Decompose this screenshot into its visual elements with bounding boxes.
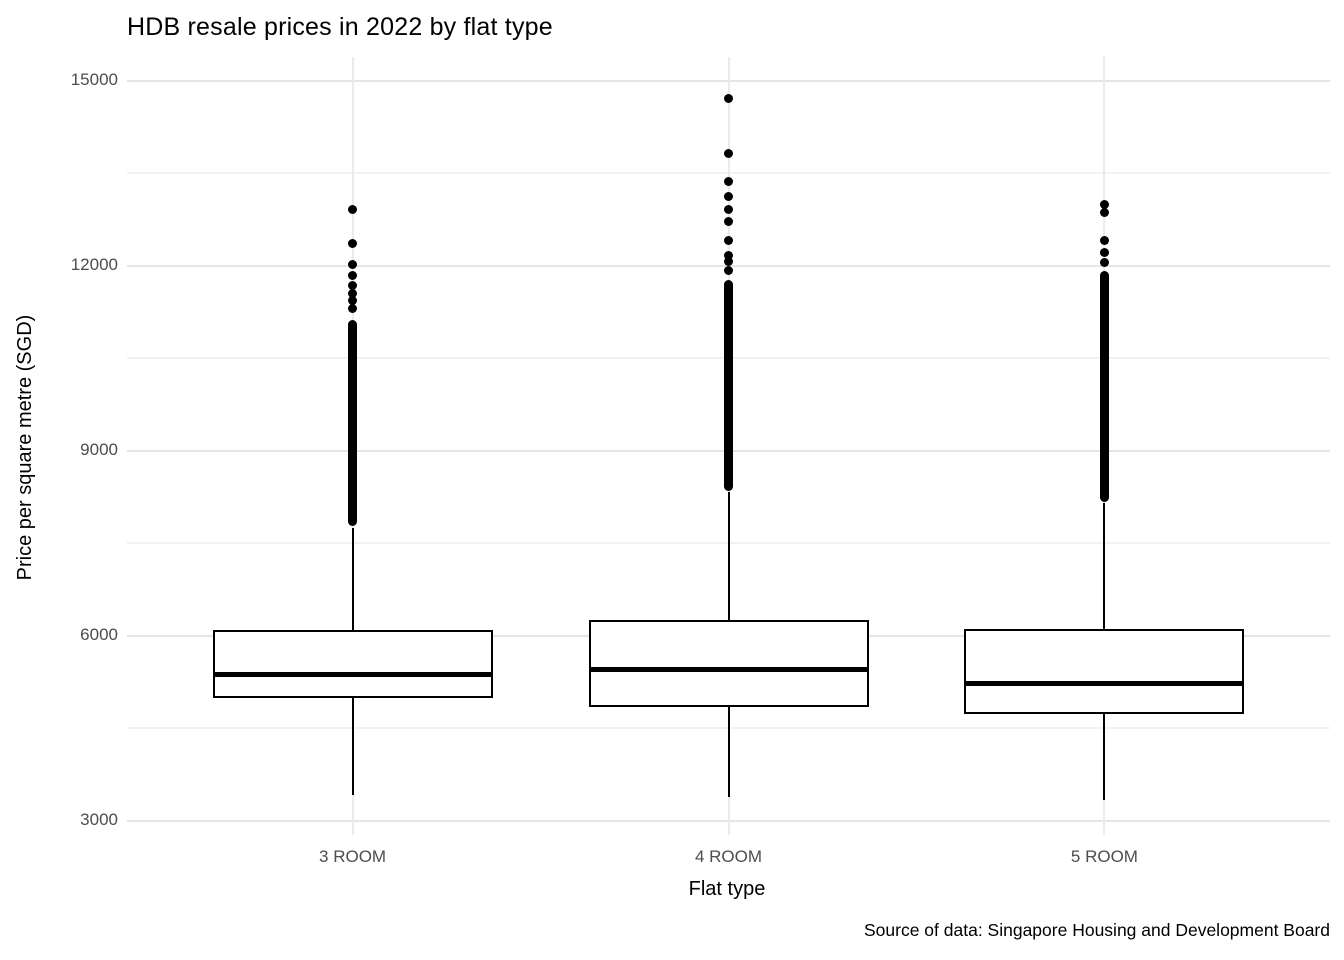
outlier-dot xyxy=(348,204,358,214)
outlier-dot xyxy=(724,266,733,276)
outlier-band-4-room xyxy=(724,280,733,491)
x-axis-title: Flat type xyxy=(688,878,766,900)
outlier-dot xyxy=(1099,200,1109,210)
y-tick-label: 15000 xyxy=(70,69,118,89)
y-tick-label: 9000 xyxy=(80,439,118,459)
outlier-dot xyxy=(348,270,358,280)
outlier-dot xyxy=(1099,235,1109,245)
y-tick-label: 3000 xyxy=(80,810,118,829)
median-3-room xyxy=(212,671,493,677)
outlier-dot xyxy=(724,149,733,159)
box-4-room xyxy=(588,620,869,708)
x-tick-label: 4 ROOM xyxy=(694,847,763,866)
x-tick-label: 3 ROOM xyxy=(319,847,387,866)
outlier-dot xyxy=(1099,247,1109,257)
source-caption: Source of data: Singapore Housing and De… xyxy=(864,920,1330,940)
outlier-dot xyxy=(724,192,733,202)
outlier-dot xyxy=(348,304,358,313)
box-5-room xyxy=(964,629,1245,715)
y-axis-title: Price per square metre (SGD) xyxy=(14,314,36,581)
outlier-dot xyxy=(348,280,358,290)
outlier-band-3-room xyxy=(348,320,358,527)
outlier-dot xyxy=(724,250,733,260)
outlier-band-5-room xyxy=(1099,270,1109,502)
outlier-dot xyxy=(724,204,733,214)
outlier-dot xyxy=(348,289,358,299)
box-3-room xyxy=(212,629,493,699)
plot-panel xyxy=(127,57,1330,835)
outlier-dot xyxy=(724,257,733,267)
outlier-dot xyxy=(724,235,733,245)
median-4-room xyxy=(588,666,869,672)
outlier-dot xyxy=(724,176,733,186)
chart-title: HDB resale prices in 2022 by flat type xyxy=(127,13,553,41)
outlier-dot xyxy=(348,238,358,248)
outlier-dot xyxy=(724,93,733,103)
outlier-dot xyxy=(724,217,733,226)
median-5-room xyxy=(964,681,1245,687)
outlier-dot xyxy=(348,260,358,270)
outlier-dot xyxy=(1099,257,1109,267)
y-tick-label: 6000 xyxy=(80,624,118,644)
y-tick-label: 12000 xyxy=(70,254,118,274)
outlier-dot xyxy=(1099,208,1109,218)
outlier-dot xyxy=(348,295,358,305)
x-tick-label: 5 ROOM xyxy=(1070,847,1138,866)
